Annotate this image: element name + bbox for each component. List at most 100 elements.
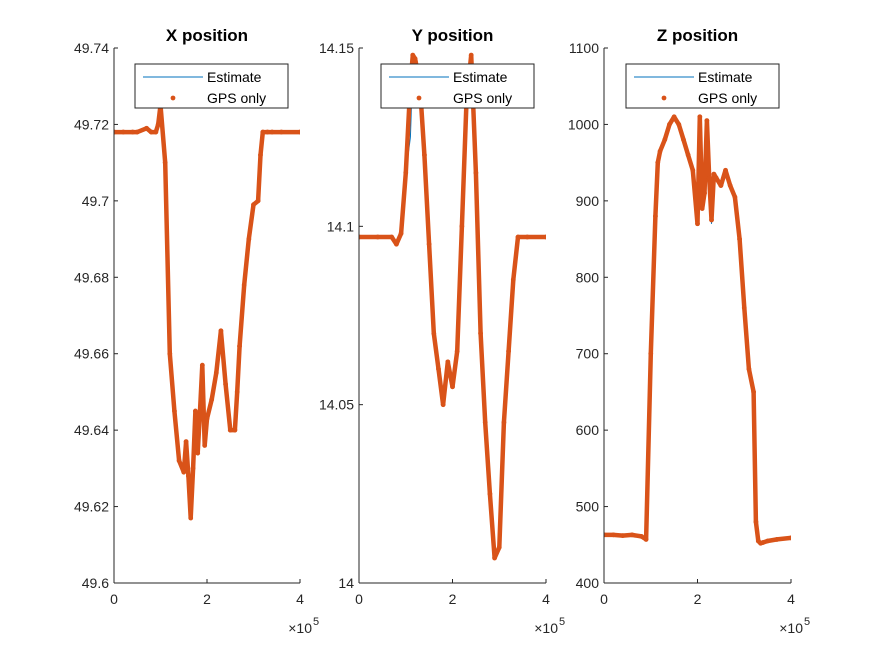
y-tick-label: 900 <box>576 193 600 209</box>
legend-estimate-label: Estimate <box>698 69 753 85</box>
y-tick-label: 14.1 <box>327 218 354 234</box>
gps-point <box>629 532 635 538</box>
gps-point <box>172 408 177 414</box>
gps-point <box>412 56 418 62</box>
legend-gps-swatch <box>661 95 667 101</box>
gps-point <box>723 167 728 173</box>
gps-point <box>604 532 607 538</box>
gps-point <box>543 234 546 240</box>
gps-point <box>639 533 644 539</box>
x-tick-label: 4 <box>542 591 550 607</box>
gps-point <box>197 408 203 414</box>
x-exponent-power: 5 <box>804 616 810 628</box>
subplot-title: Z position <box>657 26 738 45</box>
y-tick-label: 49.6 <box>82 575 109 591</box>
series-gps-only <box>359 52 546 561</box>
y-tick-label: 49.74 <box>74 40 109 56</box>
gps-point <box>620 533 626 539</box>
gps-point <box>204 416 210 422</box>
legend-gps-label: GPS only <box>698 90 757 106</box>
legend-box <box>380 63 535 109</box>
gps-point <box>459 223 465 229</box>
gps-point <box>389 234 395 240</box>
legend-gps-swatch <box>170 95 176 101</box>
series-estimate-line <box>359 58 546 559</box>
gps-point <box>188 515 194 521</box>
gps-point <box>496 544 502 550</box>
gps-point <box>695 221 700 227</box>
gps-point <box>718 183 724 188</box>
y-tick-label: 700 <box>576 346 600 362</box>
gps-point <box>176 458 182 464</box>
x-tick-label: 4 <box>787 591 795 607</box>
gps-point <box>237 343 242 349</box>
gps-point <box>450 384 455 390</box>
gps-point <box>706 175 712 181</box>
gps-point <box>144 125 149 131</box>
y-tick-label: 500 <box>576 499 600 515</box>
legend: Estimate GPS only <box>380 63 535 109</box>
gps-point <box>711 171 717 177</box>
y-tick-label: 49.68 <box>74 269 109 285</box>
subplot-title: X position <box>166 26 248 45</box>
y-tick-label: 1000 <box>568 116 599 132</box>
gps-point <box>704 118 710 124</box>
gps-point <box>737 236 742 242</box>
gps-point <box>297 129 300 135</box>
gps-point <box>213 370 219 376</box>
gps-point <box>436 366 441 372</box>
legend-estimate-label: Estimate <box>207 69 262 85</box>
gps-point <box>732 194 738 200</box>
gps-point <box>643 537 649 542</box>
legend-box <box>625 63 780 109</box>
gps-point <box>697 114 703 120</box>
gps-point <box>478 330 483 336</box>
gps-point <box>153 129 159 135</box>
gps-point <box>765 538 771 544</box>
x-exponent-label: ×10 <box>288 620 312 636</box>
y-tick-label: 400 <box>576 575 600 591</box>
gps-point <box>445 359 451 365</box>
legend: Estimate GPS only <box>625 63 780 109</box>
gps-point <box>788 535 791 541</box>
subplot-1: 49.6 49.62 49.64 49.66 49.68 49.7 49.72 49.74 0 2… <box>74 26 319 636</box>
y-tick-label: 49.66 <box>74 346 109 362</box>
gps-point <box>209 397 215 402</box>
x-tick-label: 2 <box>449 591 457 607</box>
gps-point <box>774 537 780 542</box>
gps-point <box>134 129 140 135</box>
legend-gps-label: GPS only <box>453 90 512 106</box>
gps-point <box>667 122 672 127</box>
gps-point <box>410 52 416 58</box>
y-tick-label: 14.15 <box>319 40 354 56</box>
gps-point <box>702 190 707 196</box>
gps-point <box>186 473 191 479</box>
y-tick-label: 800 <box>576 269 600 285</box>
gps-point <box>662 137 668 143</box>
gps-point <box>162 160 168 166</box>
gps-point <box>155 122 161 127</box>
legend-gps-label: GPS only <box>207 90 266 106</box>
x-tick-label: 0 <box>600 591 608 607</box>
gps-point <box>709 217 714 223</box>
gps-point <box>524 234 530 240</box>
x-exponent-power: 5 <box>559 616 565 628</box>
legend-estimate-label: Estimate <box>453 69 508 85</box>
legend-box <box>134 63 289 109</box>
gps-point <box>515 234 521 240</box>
y-tick-label: 1100 <box>569 40 599 56</box>
gps-point <box>120 129 126 135</box>
series-gps-only <box>604 114 791 546</box>
legend-gps-swatch <box>416 95 422 101</box>
gps-point <box>653 213 658 219</box>
gps-point <box>269 129 275 135</box>
gps-point <box>241 282 247 288</box>
gps-point <box>655 160 661 166</box>
gps-point <box>676 122 682 127</box>
gps-point <box>375 234 381 240</box>
gps-point <box>192 408 198 414</box>
gps-point <box>492 555 497 561</box>
gps-point <box>227 427 233 433</box>
gps-point <box>398 231 404 236</box>
gps-point <box>510 277 516 283</box>
